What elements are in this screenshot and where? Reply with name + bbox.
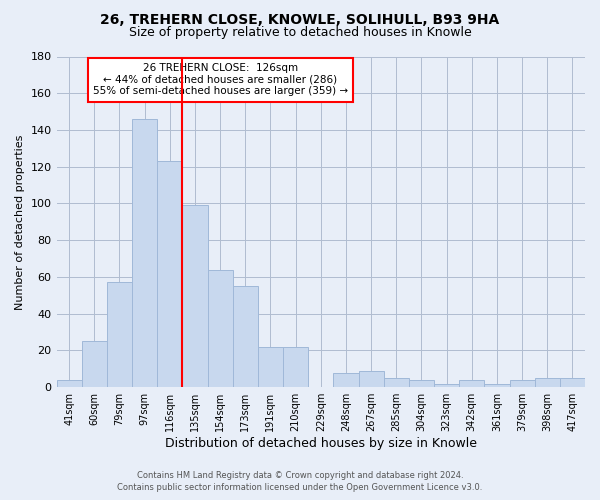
- Bar: [157, 161, 182, 387]
- Bar: [484, 384, 509, 387]
- Bar: [233, 286, 258, 387]
- Bar: [509, 380, 535, 387]
- Bar: [56, 380, 82, 387]
- Bar: [459, 380, 484, 387]
- Bar: [334, 372, 359, 387]
- X-axis label: Distribution of detached houses by size in Knowle: Distribution of detached houses by size …: [165, 437, 477, 450]
- Bar: [82, 342, 107, 387]
- Bar: [107, 282, 132, 387]
- Bar: [560, 378, 585, 387]
- Bar: [359, 370, 383, 387]
- Bar: [132, 119, 157, 387]
- Bar: [535, 378, 560, 387]
- Bar: [182, 206, 208, 387]
- Bar: [283, 347, 308, 387]
- Bar: [409, 380, 434, 387]
- Text: 26 TREHERN CLOSE:  126sqm
← 44% of detached houses are smaller (286)
55% of semi: 26 TREHERN CLOSE: 126sqm ← 44% of detach…: [93, 63, 348, 96]
- Bar: [383, 378, 409, 387]
- Y-axis label: Number of detached properties: Number of detached properties: [15, 134, 25, 310]
- Bar: [434, 384, 459, 387]
- Text: 26, TREHERN CLOSE, KNOWLE, SOLIHULL, B93 9HA: 26, TREHERN CLOSE, KNOWLE, SOLIHULL, B93…: [100, 12, 500, 26]
- Bar: [258, 347, 283, 387]
- Bar: [208, 270, 233, 387]
- Text: Contains HM Land Registry data © Crown copyright and database right 2024.
Contai: Contains HM Land Registry data © Crown c…: [118, 471, 482, 492]
- Text: Size of property relative to detached houses in Knowle: Size of property relative to detached ho…: [128, 26, 472, 39]
